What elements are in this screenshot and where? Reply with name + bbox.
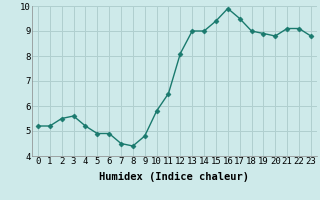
X-axis label: Humidex (Indice chaleur): Humidex (Indice chaleur) — [100, 172, 249, 182]
